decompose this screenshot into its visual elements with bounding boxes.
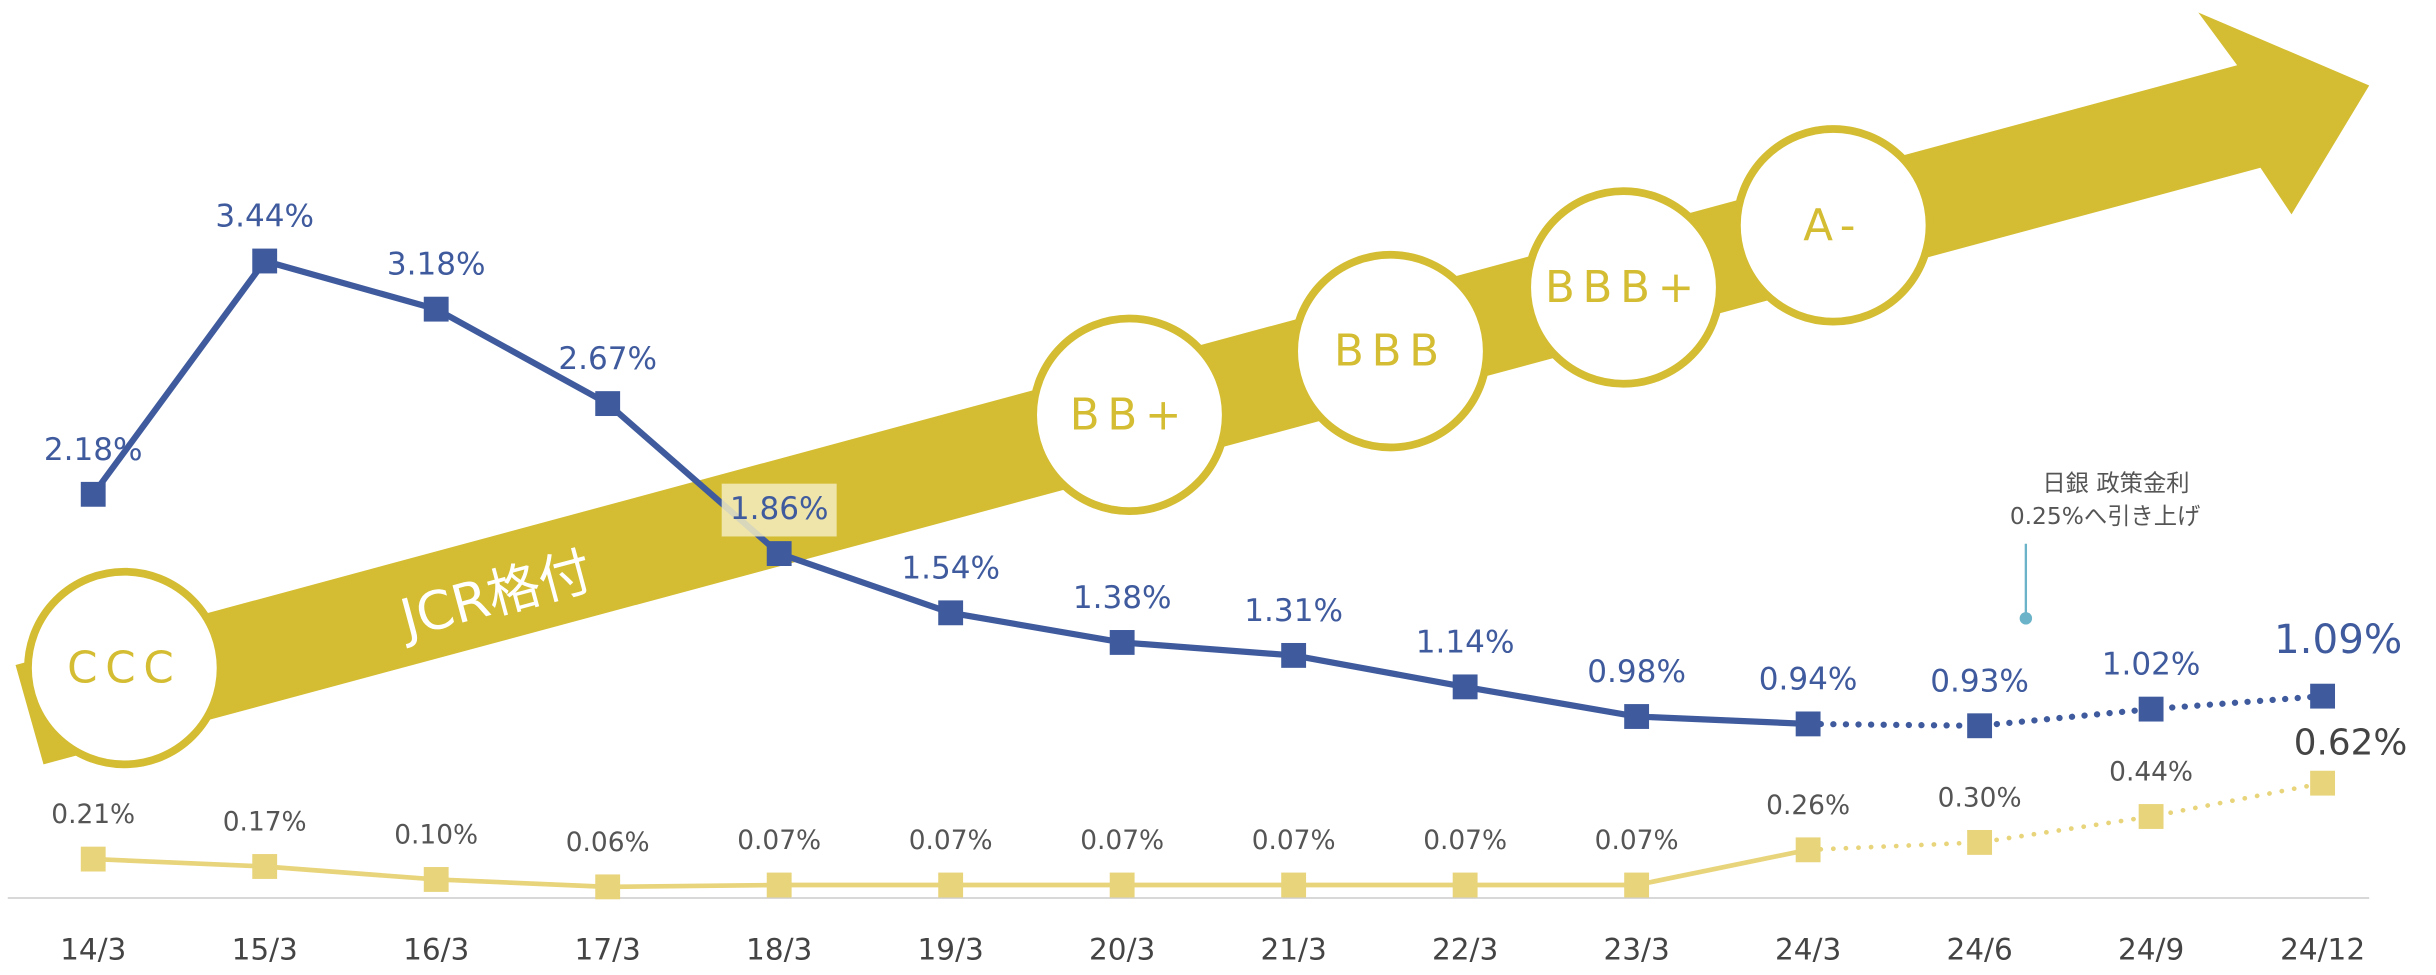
- point: [595, 874, 621, 900]
- data-label: 0.17%: [223, 806, 307, 837]
- data-label: 0.07%: [1423, 825, 1507, 856]
- point: [2310, 770, 2336, 796]
- point: [1624, 872, 1650, 898]
- data-label: 0.07%: [1080, 825, 1164, 856]
- point: [766, 872, 792, 898]
- data-label: 0.07%: [737, 825, 821, 856]
- point: [595, 391, 621, 417]
- data-label: 3.18%: [387, 247, 486, 283]
- annotation: 0.25%へ引き上げ: [2010, 503, 2201, 530]
- data-label: 2.67%: [558, 341, 657, 377]
- rating-circle: [1523, 187, 1724, 388]
- data-label: 1.31%: [1244, 593, 1343, 629]
- x-tick-label: 19/3: [918, 932, 984, 966]
- rating-circle: [1029, 314, 1230, 516]
- point: [938, 600, 964, 626]
- data-label: 0.10%: [394, 819, 478, 850]
- x-tick-label: 22/3: [1432, 932, 1498, 966]
- label-bg: [721, 483, 837, 537]
- data-label: 3.44%: [215, 199, 314, 235]
- data-label: 0.07%: [1595, 825, 1679, 856]
- point: [2138, 696, 2164, 722]
- point: [252, 854, 278, 879]
- x-tick-label: 14/3: [60, 932, 126, 966]
- rating-label: A-: [1803, 201, 1863, 251]
- point: [766, 541, 792, 566]
- x-tick-label: 24/3: [1775, 932, 1841, 966]
- data-label: 1.02%: [2102, 647, 2201, 683]
- data-label: 2.18%: [44, 432, 143, 468]
- data-label: 1.09%: [2274, 616, 2402, 663]
- rating-circle: [1733, 125, 1934, 326]
- data-label: 1.54%: [901, 550, 1000, 586]
- point: [1109, 872, 1135, 898]
- point: [1795, 837, 1821, 863]
- rating-label: BBB+: [1545, 263, 1702, 313]
- series-line: [1805, 693, 2326, 729]
- data-label: 0.44%: [2109, 757, 2193, 788]
- annotation-dot: [2019, 612, 2033, 625]
- x-tick-label: 24/9: [2118, 932, 2184, 966]
- point: [1452, 872, 1478, 898]
- point: [1281, 872, 1307, 898]
- point: [252, 248, 278, 274]
- point: [80, 481, 106, 507]
- point: [1624, 704, 1650, 729]
- x-tick-label: 21/3: [1261, 932, 1327, 966]
- data-label: 0.21%: [51, 799, 135, 830]
- point: [938, 872, 964, 898]
- point: [423, 867, 449, 892]
- point: [1281, 642, 1307, 668]
- point: [1109, 630, 1135, 655]
- data-label: 1.14%: [1416, 624, 1515, 660]
- point: [423, 296, 449, 322]
- rating-circle: [24, 567, 225, 769]
- series-line: [1805, 780, 2325, 853]
- point: [1795, 711, 1821, 737]
- x-tick-label: 17/3: [575, 932, 641, 966]
- rating-label: BB+: [1070, 390, 1189, 440]
- point: [1452, 674, 1478, 700]
- data-label: 0.62%: [2294, 722, 2407, 763]
- data-label: 1.38%: [1073, 580, 1172, 616]
- data-label: 0.30%: [1938, 782, 2022, 813]
- x-tick-label: 16/3: [403, 932, 469, 966]
- rating-label: CCC: [67, 644, 181, 694]
- point: [80, 846, 106, 872]
- data-label: 0.07%: [909, 825, 993, 856]
- point: [1967, 829, 1993, 855]
- data-label: 0.07%: [1252, 825, 1336, 856]
- rating-label: BBB: [1334, 327, 1447, 377]
- data-label: 0.98%: [1587, 654, 1686, 690]
- x-tick-label: 23/3: [1604, 932, 1670, 966]
- annotation: 日銀 政策金利: [2042, 470, 2189, 497]
- data-label: 1.86%: [730, 491, 829, 527]
- data-label: 0.94%: [1759, 661, 1858, 697]
- x-tick-label: 24/12: [2280, 932, 2365, 966]
- data-label: 0.93%: [1930, 663, 2029, 699]
- rating-circle: [1290, 250, 1491, 452]
- point: [2310, 683, 2336, 709]
- point: [1967, 713, 1993, 739]
- x-tick-label: 15/3: [232, 932, 298, 966]
- x-tick-label: 20/3: [1089, 932, 1155, 966]
- data-label: 0.06%: [566, 827, 650, 858]
- x-tick-label: 24/6: [1946, 932, 2012, 966]
- point: [2138, 804, 2164, 829]
- data-label: 0.26%: [1766, 790, 1850, 821]
- x-tick-label: 18/3: [746, 932, 812, 966]
